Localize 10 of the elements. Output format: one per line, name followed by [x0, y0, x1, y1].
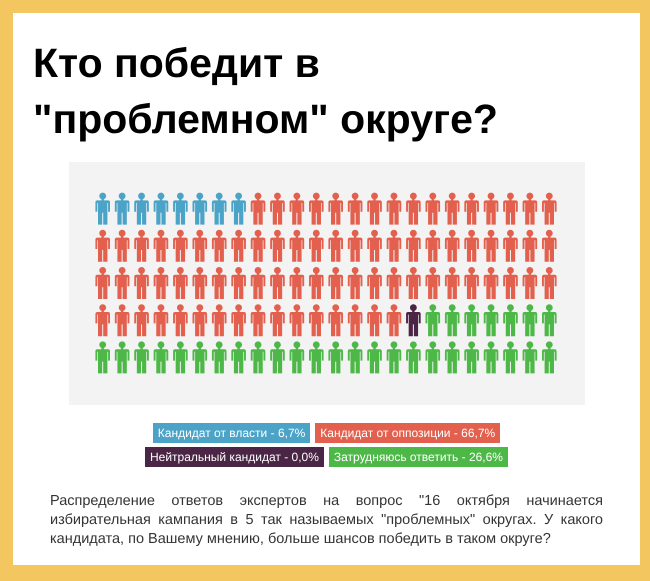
data-label: 66,7%	[461, 426, 496, 440]
category-label: Кандидат от власти -	[158, 426, 275, 440]
category-label: Нейтральный кандидат -	[150, 450, 288, 464]
data-label: 26,6%	[468, 450, 503, 464]
text: Кто победит в "проблемном" округе?	[33, 39, 499, 144]
data-label: 0,0%	[292, 450, 319, 464]
text: Распределение ответов экспертов на вопрос "16 октября начинается избирательная кампания в 5 так называемых "проблемных" округах. У какого кандидата, по Вашему мнению, больше шансов победить в таком округе?	[50, 492, 603, 549]
category-label: Кандидат от оппозиции -	[320, 426, 458, 440]
category-label: Затрудняюсь ответить -	[334, 450, 466, 464]
data-label: 6,7%	[278, 426, 306, 440]
